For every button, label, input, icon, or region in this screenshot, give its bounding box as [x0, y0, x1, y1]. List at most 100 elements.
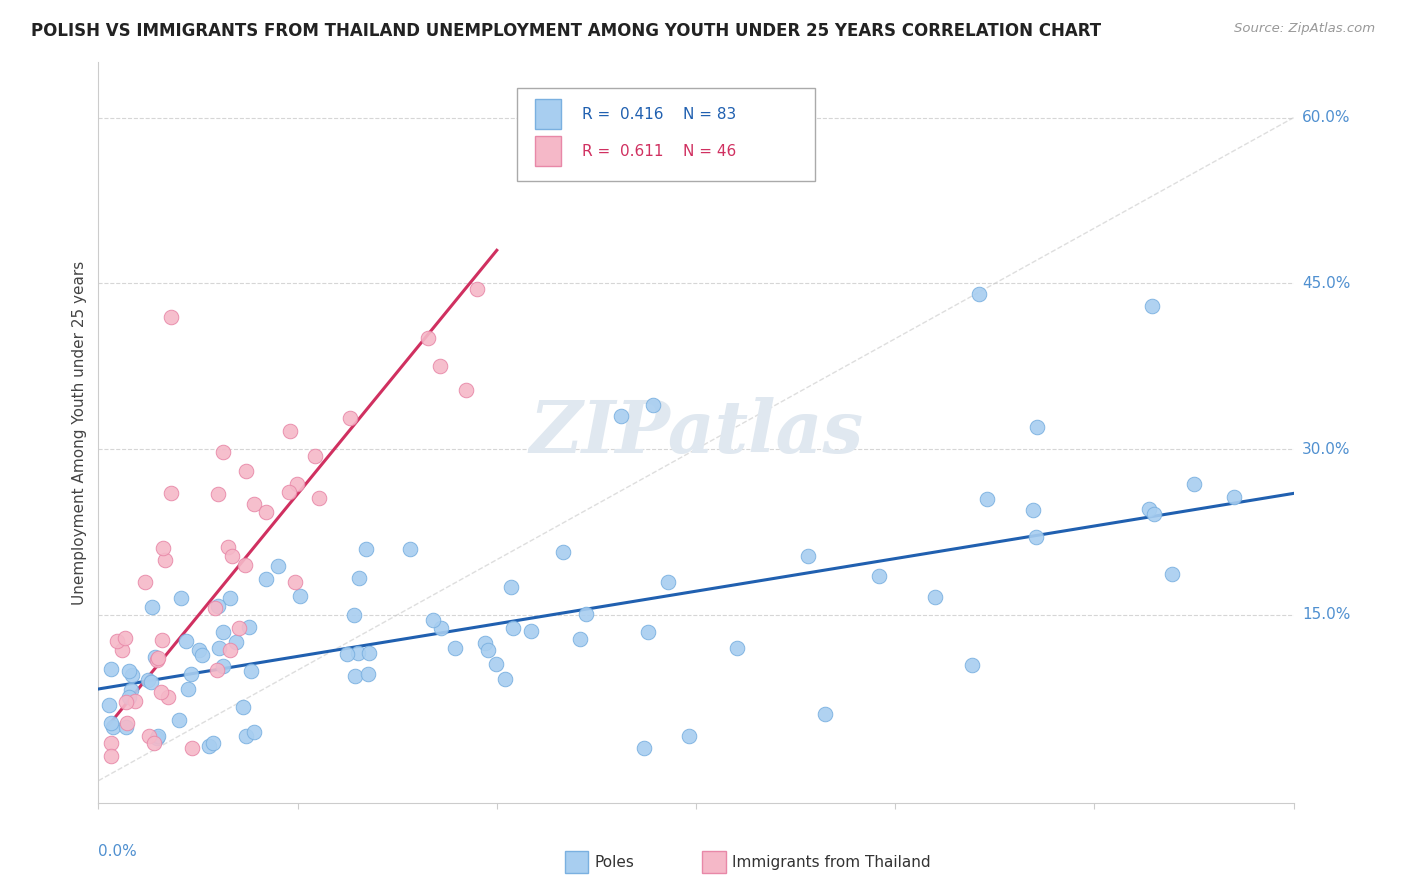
Point [204, 601, 226, 615]
Point [235, 464, 257, 478]
Text: Source: ZipAtlas.com: Source: ZipAtlas.com [1234, 22, 1375, 36]
Point [519, 624, 541, 639]
Point [976, 492, 998, 507]
Point [139, 675, 162, 690]
Point [501, 580, 523, 594]
Point [143, 650, 166, 665]
Point [797, 549, 820, 563]
Point [217, 540, 239, 554]
Y-axis label: Unemployment Among Youth under 25 years: Unemployment Among Youth under 25 years [72, 260, 87, 605]
Point [814, 707, 837, 722]
FancyBboxPatch shape [517, 88, 815, 181]
Point [211, 658, 233, 673]
Point [138, 730, 160, 744]
Point [225, 634, 247, 648]
Text: 0.0%: 0.0% [98, 844, 138, 858]
Point [118, 690, 141, 705]
Point [155, 552, 177, 566]
Point [202, 736, 225, 750]
Text: Poles: Poles [595, 855, 634, 870]
Point [610, 409, 633, 423]
Point [221, 549, 243, 563]
Point [120, 682, 142, 697]
Point [197, 739, 219, 754]
Point [502, 621, 524, 635]
Text: POLISH VS IMMIGRANTS FROM THAILAND UNEMPLOYMENT AMONG YOUTH UNDER 25 YEARS CORRE: POLISH VS IMMIGRANTS FROM THAILAND UNEMP… [31, 22, 1101, 40]
Point [117, 716, 139, 731]
Point [174, 634, 197, 648]
Point [228, 621, 250, 635]
Point [114, 720, 136, 734]
Text: R =  0.611    N = 46: R = 0.611 N = 46 [582, 144, 737, 159]
Point [1223, 491, 1246, 505]
Point [304, 449, 326, 463]
Point [235, 729, 257, 743]
Point [207, 487, 229, 501]
Point [115, 695, 138, 709]
Point [354, 542, 377, 557]
Point [1160, 566, 1182, 581]
Point [170, 591, 193, 605]
Point [422, 613, 444, 627]
Point [657, 574, 679, 589]
Point [416, 331, 439, 345]
Point [233, 558, 256, 572]
Point [456, 383, 478, 397]
Point [1182, 477, 1205, 491]
Point [339, 410, 361, 425]
Point [278, 424, 301, 438]
Point [212, 624, 235, 639]
Point [477, 643, 499, 657]
Point [100, 715, 122, 730]
Point [474, 636, 496, 650]
Point [219, 642, 242, 657]
Bar [702, 851, 725, 873]
Point [278, 484, 301, 499]
Point [398, 542, 420, 557]
Bar [534, 99, 561, 129]
Point [167, 714, 190, 728]
Point [1025, 420, 1047, 434]
Point [254, 572, 277, 586]
Point [105, 634, 128, 648]
Point [114, 631, 136, 645]
Point [100, 736, 122, 750]
Point [97, 698, 120, 712]
Point [219, 591, 242, 605]
Point [336, 647, 359, 661]
Bar [534, 136, 561, 166]
Point [152, 632, 174, 647]
Point [141, 599, 163, 614]
Point [254, 504, 277, 518]
Point [149, 684, 172, 698]
Point [575, 607, 598, 621]
Point [725, 640, 748, 655]
Point [430, 621, 453, 635]
Point [633, 740, 655, 755]
Point [207, 599, 229, 613]
Point [211, 444, 233, 458]
Point [969, 287, 991, 301]
Point [232, 700, 254, 714]
Point [111, 643, 134, 657]
Point [267, 558, 290, 573]
Point [357, 646, 380, 660]
Point [177, 682, 200, 697]
Point [308, 491, 330, 505]
Point [180, 667, 202, 681]
Point [429, 359, 451, 374]
Point [494, 672, 516, 686]
Point [637, 625, 659, 640]
Point [100, 662, 122, 676]
Point [357, 666, 380, 681]
Point [1143, 507, 1166, 521]
Point [100, 748, 122, 763]
Point [145, 653, 167, 667]
Text: Immigrants from Thailand: Immigrants from Thailand [733, 855, 931, 870]
Point [342, 607, 364, 622]
Point [134, 574, 156, 589]
Point [124, 694, 146, 708]
Point [190, 648, 212, 662]
Text: ZIPatlas: ZIPatlas [529, 397, 863, 468]
Point [285, 477, 308, 491]
